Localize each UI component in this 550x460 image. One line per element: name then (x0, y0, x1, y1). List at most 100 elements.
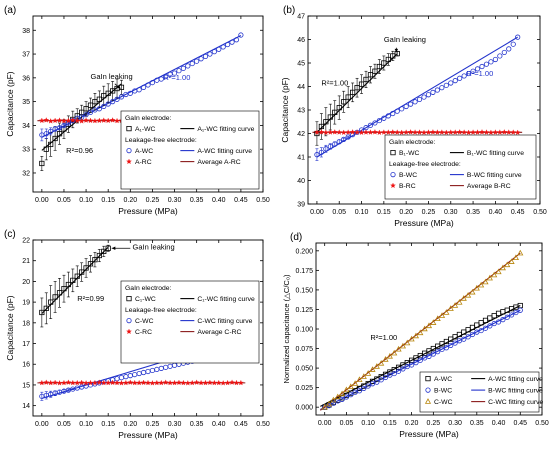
data-point (339, 390, 346, 397)
data-point (110, 99, 116, 105)
data-point (43, 146, 49, 152)
data-point (461, 73, 467, 79)
data-point (448, 80, 454, 86)
data-point (501, 49, 507, 56)
legend-line-label: Average C-RC (197, 329, 241, 336)
data-point (47, 118, 54, 124)
data-point (123, 379, 129, 386)
x-tick-label: 0.10 (79, 421, 93, 428)
data-point (381, 115, 387, 121)
data-point (385, 113, 391, 119)
x-tick-label: 0.50 (256, 421, 270, 428)
x-tick-label: 0.20 (399, 209, 413, 216)
data-point (163, 74, 169, 80)
y-tick-label: 40 (297, 178, 305, 185)
data-point (426, 353, 432, 359)
legend-marker (390, 182, 396, 189)
y-tick-label: 46 (297, 37, 305, 44)
data-point (347, 383, 354, 390)
data-point (478, 281, 485, 288)
y-tick-label: 45 (297, 61, 305, 68)
data-point (447, 129, 454, 135)
data-point (330, 396, 337, 403)
data-point (96, 117, 103, 124)
data-point (92, 257, 98, 263)
data-point (327, 114, 333, 120)
x-tick-label: 0.45 (511, 209, 525, 216)
data-point (352, 380, 359, 386)
data-point (358, 129, 365, 136)
data-point (167, 379, 173, 386)
data-point (127, 373, 133, 379)
data-point (69, 379, 76, 386)
x-axis-title: Pressure (MPa) (394, 218, 454, 228)
data-point (350, 89, 356, 95)
data-point (508, 258, 515, 264)
data-point (508, 312, 515, 318)
annotation-text: GaIn leaking (91, 72, 133, 81)
annotation-text: GaIn leaking (384, 35, 426, 44)
x-tick-label: 0.05 (332, 209, 346, 216)
legend-marker (126, 148, 132, 154)
x-tick-label: 0.40 (492, 420, 506, 427)
legend-group-title: GaIn electrode: (389, 139, 436, 146)
legend-box (120, 280, 260, 364)
data-point (421, 94, 427, 100)
x-tick-label: 0.15 (377, 209, 391, 216)
legend-marker (126, 295, 132, 302)
data-point (56, 380, 63, 386)
data-point (417, 329, 424, 336)
data-point (318, 149, 324, 155)
data-point (334, 393, 341, 400)
legend-group-title: GaIn electrode: (125, 115, 172, 122)
data-point (430, 89, 436, 95)
data-point (465, 129, 472, 136)
data-point (83, 112, 89, 118)
data-point (434, 129, 441, 135)
data-point (512, 254, 519, 261)
legend-label: A-WC (434, 376, 452, 383)
data-point (136, 379, 143, 386)
data-point (382, 374, 389, 381)
data-point (470, 68, 476, 74)
data-point (211, 379, 218, 386)
x-tick-label: 0.15 (101, 421, 115, 428)
panel-a: (a) 0.00 0.05 0.10 0.15 0.20 0.25 0.30 0.35 0.40 0… (4, 5, 270, 216)
data-point (229, 379, 235, 385)
data-point (514, 129, 521, 136)
data-point (416, 129, 423, 135)
data-point (118, 380, 125, 386)
data-point (341, 99, 347, 105)
data-point (486, 274, 493, 281)
data-point (189, 379, 196, 386)
data-point (105, 245, 111, 251)
data-point (343, 394, 350, 400)
data-point (491, 320, 497, 327)
data-point (207, 379, 213, 386)
y-tick-label: 14 (22, 403, 30, 410)
x-tick-label: 0.50 (533, 209, 547, 216)
data-point (474, 329, 480, 335)
data-point (79, 269, 85, 275)
data-point (180, 379, 187, 386)
x-tick-label: 0.25 (146, 421, 160, 428)
data-point (469, 331, 476, 338)
data-point (378, 377, 384, 383)
x-tick-label: 0.40 (212, 421, 226, 428)
data-point (39, 160, 45, 167)
data-point (163, 364, 169, 370)
x-tick-label: 0.05 (57, 197, 71, 204)
data-point (348, 392, 354, 398)
y-tick-label: 47 (297, 14, 305, 21)
data-point (167, 363, 173, 369)
data-point (184, 380, 191, 386)
annotation-text: GaIn leaking (133, 242, 175, 251)
legend-marker (126, 328, 132, 335)
data-point (83, 117, 89, 123)
y-tick-label: 41 (297, 155, 305, 162)
data-point (56, 125, 63, 131)
data-point (372, 68, 378, 74)
x-tick-label: 0.40 (212, 197, 226, 204)
data-point (330, 400, 336, 406)
